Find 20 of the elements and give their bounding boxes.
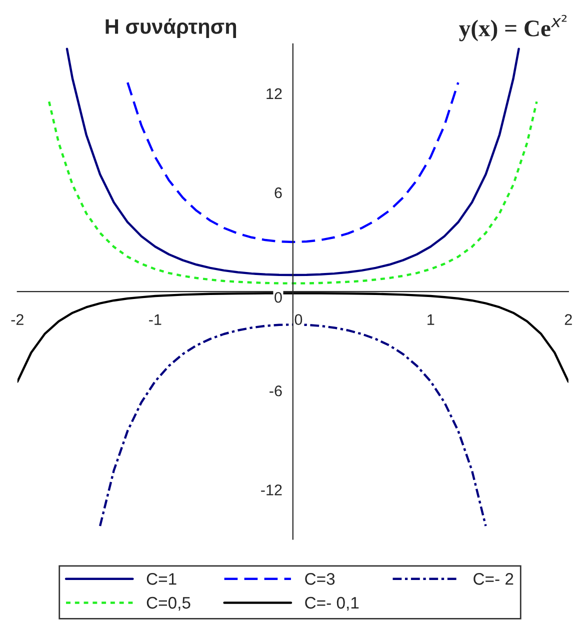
legend-label: C=3: [305, 573, 335, 585]
legend-label: C=- 0,1: [305, 596, 359, 611]
line-series: [48, 100, 538, 284]
legend-label: C=1: [146, 573, 176, 585]
chart-title: Η συνάρτηση: [106, 18, 236, 38]
x-tick-label: 1: [428, 314, 434, 325]
y-tick-label: -12: [261, 484, 282, 496]
legend-label: C=- 2: [474, 573, 514, 585]
y-tick-label: -6: [270, 385, 282, 396]
line-series: [66, 48, 520, 276]
line-series: [126, 81, 460, 244]
legend-label: C=0,5: [146, 596, 190, 611]
y-tick-label: 0: [274, 292, 282, 303]
x-tick-label: -1: [149, 314, 162, 325]
x-tick-label: -2: [11, 314, 24, 325]
y-tick-label: 12: [266, 88, 282, 99]
x-tick-label: 2: [564, 314, 572, 325]
y-tick-label: 6: [274, 187, 282, 198]
chart-subtitle: y(x) = Ce$^{x²}$: [459, 14, 567, 42]
x-tick-label: 0: [294, 314, 302, 325]
